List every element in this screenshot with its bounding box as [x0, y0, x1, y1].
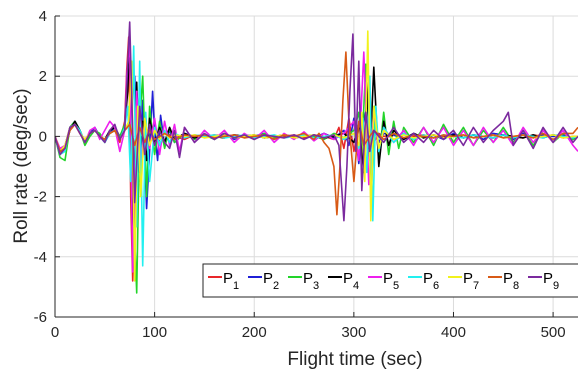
- x-tick-label: 400: [441, 324, 466, 341]
- y-axis-title: Roll rate (deg/sec): [11, 88, 32, 243]
- y-tick-label: 4: [39, 8, 47, 25]
- legend-label-p8: P8: [503, 270, 519, 292]
- legend-label-p9: P9: [543, 270, 559, 292]
- legend-label-p1: P1: [223, 270, 239, 292]
- y-tick-label: -2: [34, 189, 47, 206]
- y-tick-label: -6: [34, 309, 47, 326]
- legend-label-p5: P5: [383, 270, 399, 292]
- x-tick-label: 0: [51, 324, 59, 341]
- series-line-p8: [55, 51, 578, 216]
- legend-label-p4: P4: [343, 270, 359, 292]
- x-tick-label: 100: [142, 324, 167, 341]
- x-tick-label: 500: [541, 324, 566, 341]
- x-tick-label: 200: [242, 324, 267, 341]
- y-tick-label: 0: [39, 128, 47, 145]
- tick-labels: 0 100 200 300 400 500 -6 -4 -2 0 2 4: [34, 8, 566, 341]
- legend-box: [202, 263, 578, 298]
- legend-label-p3: P3: [303, 270, 319, 292]
- x-axis-title: Flight time (sec): [287, 349, 422, 370]
- y-tick-label: 2: [39, 68, 47, 85]
- legend-label-p7: P7: [463, 270, 479, 292]
- legend-label-p6: P6: [423, 270, 439, 292]
- y-tick-label: -4: [34, 249, 47, 266]
- legend: P1 P2 P3 P4 P5 P6 P7 P8 P9: [202, 263, 578, 298]
- x-tick-label: 300: [341, 324, 366, 341]
- series-line-p9: [55, 21, 578, 222]
- legend-label-p2: P2: [263, 270, 279, 292]
- series-layer: [55, 21, 578, 294]
- axes: [54, 15, 578, 318]
